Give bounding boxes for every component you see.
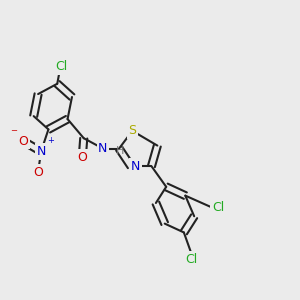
Text: O: O <box>33 166 43 178</box>
Text: S: S <box>128 124 136 137</box>
Text: N: N <box>98 142 108 155</box>
Text: O: O <box>77 151 87 164</box>
Text: Cl: Cl <box>212 201 224 214</box>
Text: N: N <box>36 145 46 158</box>
Text: H: H <box>116 146 124 157</box>
Text: O: O <box>19 135 28 148</box>
Text: Cl: Cl <box>56 60 68 73</box>
Text: −: − <box>11 126 17 135</box>
Text: +: + <box>47 136 54 145</box>
Text: Cl: Cl <box>185 253 197 266</box>
Text: N: N <box>131 160 140 173</box>
